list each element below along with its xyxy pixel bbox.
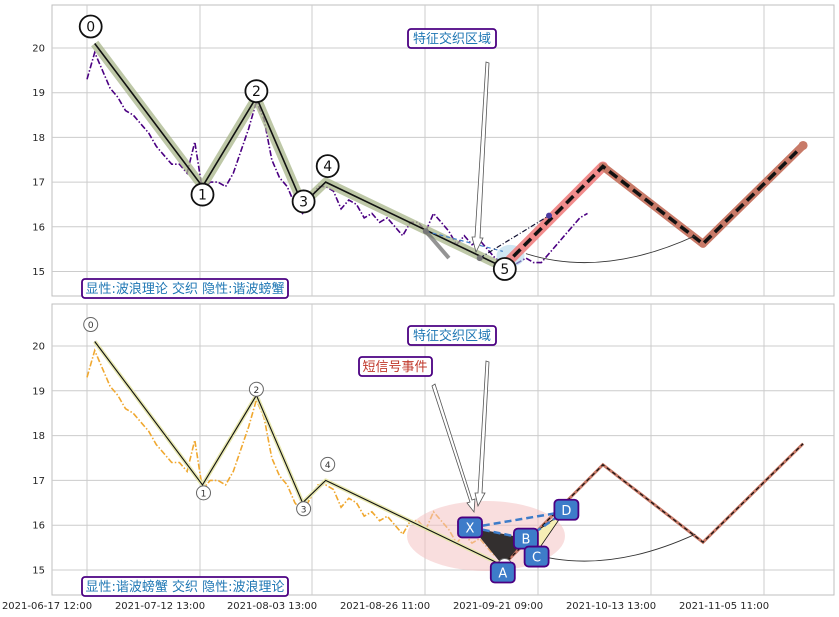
projection-dashed-line [502, 443, 804, 566]
harmonic-label-box [553, 498, 580, 521]
wave-label-circle [78, 14, 103, 39]
annotation-box [407, 28, 497, 49]
guide-line-blue [425, 230, 503, 252]
annotation-text: 显性:谐波螃蟹 交织 隐性:波浪理论 [85, 579, 284, 595]
y-tick-label: 16 [32, 521, 45, 532]
harmonic-label: C [532, 551, 541, 566]
harmonic-label: X [466, 521, 475, 536]
wave-label-circle [196, 485, 211, 501]
guide-line-dashdot [479, 215, 550, 259]
wave-label: 0 [88, 321, 94, 331]
wave-label-circle [492, 257, 517, 281]
bottom-panel: 151617181920012345XABCD特征交织区域短信号事件显性:谐波螃… [32, 303, 835, 597]
guide-marker [546, 212, 552, 219]
y-tick-label: 19 [32, 386, 45, 397]
guide-marker [422, 228, 429, 235]
annotation-box [81, 576, 289, 597]
guide-line-grey [424, 229, 451, 260]
x-axis-tick-labels: 2021-06-17 12:00 2021-07-12 13:00 2021-08-… [2, 601, 769, 612]
harmonic-label: A [498, 567, 507, 582]
annotation-text: 特征交织区域 [413, 31, 491, 47]
harmonic-xd-line [471, 510, 565, 529]
y-tick-label: 20 [32, 342, 45, 353]
x-tick-label: 2021-08-03 13:00 [227, 601, 317, 612]
y-tick-label: 15 [32, 566, 45, 577]
wave-label: 1 [198, 188, 207, 204]
wave-label: 2 [252, 84, 261, 100]
wave-label-circle [83, 317, 99, 333]
wave-label-circle [296, 501, 312, 517]
annotation-box [358, 356, 433, 377]
wave-label-circle [190, 182, 215, 207]
annotation-box [81, 278, 289, 299]
wave-label: 3 [299, 194, 308, 210]
annotation-text: 短信号事件 [362, 360, 427, 375]
x-tick-label: 2021-11-05 11:00 [679, 601, 769, 612]
wave-label: 4 [323, 159, 332, 175]
wave-line [94, 341, 504, 566]
guide-marker [476, 255, 483, 262]
cycle-curve [525, 235, 696, 264]
wave-label: 3 [301, 505, 307, 515]
wave-label-circle [244, 79, 269, 104]
x-tick-label: 2021-07-12 13:00 [115, 601, 205, 612]
wave-label: 0 [86, 20, 95, 36]
wave-label-circle [248, 381, 264, 397]
y-tick-label: 16 [32, 222, 45, 233]
x-tick-label: 2021-10-13 13:00 [566, 601, 656, 612]
y-tick-label: 15 [32, 267, 45, 278]
wave-line [94, 43, 504, 268]
y-tick-label: 17 [32, 178, 45, 189]
annotation-arrow [474, 360, 490, 508]
wave-label-circle [320, 456, 336, 472]
wave-label: 2 [254, 386, 260, 396]
wave-label-circle [315, 154, 340, 179]
harmonic-triangle-xab [472, 527, 526, 566]
y-tick-label: 18 [32, 431, 45, 442]
annotation-arrow [471, 61, 490, 254]
wave-label: 1 [201, 489, 207, 499]
annotation-text: 特征交织区域 [413, 328, 491, 344]
wave-label-circle [291, 189, 316, 214]
x-tick-label: 2021-09-21 09:00 [453, 601, 543, 612]
y-tick-label: 20 [32, 44, 45, 55]
annotation-arrow [431, 383, 476, 514]
projection-end-marker [798, 140, 808, 150]
harmonic-label: B [521, 533, 530, 548]
harmonic-label-box [523, 545, 550, 568]
harmonic-label-box [457, 516, 483, 539]
harmonic-label: D [561, 504, 571, 519]
harmonic-label-box [489, 561, 516, 584]
annotation-text: 显性:波浪理论 交织 隐性:谐波螃蟹 [85, 281, 284, 297]
x-tick-label: 2021-06-17 12:00 [2, 601, 92, 612]
x-tick-label: 2021-08-26 11:00 [340, 601, 430, 612]
wave-label: 4 [325, 461, 331, 471]
y-tick-label: 19 [32, 88, 45, 99]
annotation-box [407, 325, 497, 346]
projection-dashed-line [501, 144, 805, 269]
y-tick-label: 17 [32, 476, 45, 487]
wave-label: 5 [500, 262, 509, 278]
y-tick-label: 18 [32, 133, 45, 144]
